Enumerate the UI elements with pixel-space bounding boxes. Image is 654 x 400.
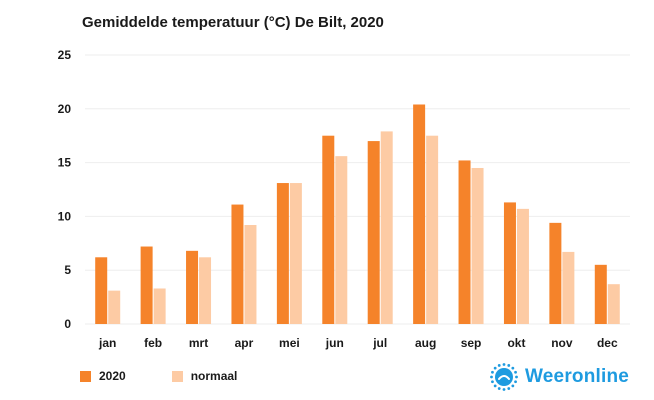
legend-swatch-normaal (171, 370, 183, 382)
sun-logo-icon (490, 363, 518, 391)
y-tick-label: 25 (58, 48, 72, 62)
bar-normaal-okt (516, 208, 529, 324)
sun-ray (511, 384, 515, 388)
legend-label-normaal: normaal (190, 369, 238, 383)
bar-normaal-apr (244, 225, 257, 324)
x-tick-label-apr: apr (235, 336, 254, 350)
bar-normaal-sep (471, 167, 484, 324)
x-tick-label-nov: nov (551, 336, 573, 350)
x-tick-label-jan: jan (98, 336, 116, 350)
x-tick-label-mrt: mrt (189, 336, 208, 350)
bar-normaal-jan (108, 290, 121, 324)
x-tick-label-dec: dec (597, 336, 618, 350)
x-axis: jan feb mrt apr mei jun jul aug sep okt nov dec (98, 336, 618, 350)
bar-normaal-aug (426, 135, 439, 324)
x-tick-label-aug: aug (415, 336, 436, 350)
sun-ray (497, 387, 501, 390)
sun-ray (491, 370, 494, 374)
legend-item-2020: 2020 (80, 369, 126, 383)
x-tick-label-feb: feb (144, 336, 162, 350)
sun-ray (497, 364, 501, 367)
bar-2020-aug (413, 104, 426, 324)
x-tick-label-jul: jul (372, 336, 387, 350)
bar-2020-mrt (186, 250, 199, 324)
y-tick-label: 15 (58, 156, 72, 170)
bar-normaal-jun (335, 156, 348, 324)
bar-normaal-mei (289, 183, 302, 324)
bar-normaal-dec (607, 284, 620, 324)
sun-ray (511, 366, 515, 370)
bar-2020-jul (367, 141, 380, 324)
x-tick-label-sep: sep (461, 336, 482, 350)
bar-normaal-feb (153, 288, 166, 324)
sun-ray (502, 363, 506, 366)
sun-ray (507, 387, 511, 390)
sun-ray (491, 380, 494, 384)
bar-2020-okt (503, 202, 516, 324)
sun-ray (507, 364, 511, 367)
x-tick-label-jun: jun (325, 336, 344, 350)
brand-name: Weeronline (525, 366, 630, 387)
sun-ray (514, 370, 517, 374)
y-tick-label: 20 (58, 102, 72, 116)
sun-ray (515, 375, 518, 379)
bar-2020-sep (458, 160, 471, 324)
sun-ray (493, 366, 497, 370)
bar-normaal-mrt (199, 257, 212, 324)
chart-title: Gemiddelde temperatuur (°C) De Bilt, 202… (82, 14, 384, 31)
gridlines (85, 54, 630, 325)
y-tick-label: 5 (64, 263, 71, 277)
bar-normaal-nov (562, 251, 575, 324)
y-tick-label: 10 (58, 209, 72, 223)
x-tick-label-mei: mei (279, 336, 300, 350)
sun-ray (502, 388, 506, 391)
bar-2020-jan (95, 257, 108, 324)
bar-2020-nov (549, 222, 562, 324)
sun-ray (514, 380, 517, 384)
bar-2020-jun (322, 135, 335, 324)
y-axis: 0 5 10 15 20 25 (58, 48, 72, 331)
legend-swatch-2020 (80, 370, 91, 382)
legend-label-2020: 2020 (99, 369, 126, 383)
bar-2020-feb (140, 246, 153, 324)
legend: 2020 normaal (80, 369, 283, 383)
bars (95, 104, 620, 324)
sun-ray (493, 384, 497, 388)
y-tick-label: 0 (64, 317, 71, 331)
bar-2020-mei (276, 183, 289, 324)
sun-ray (490, 375, 493, 379)
brand-logo: Weeronline (489, 362, 629, 392)
bar-2020-apr (231, 204, 244, 324)
legend-item-normaal: normaal (171, 369, 238, 383)
bar-2020-dec (594, 264, 607, 324)
x-tick-label-okt: okt (507, 336, 525, 350)
bar-normaal-jul (380, 131, 393, 324)
